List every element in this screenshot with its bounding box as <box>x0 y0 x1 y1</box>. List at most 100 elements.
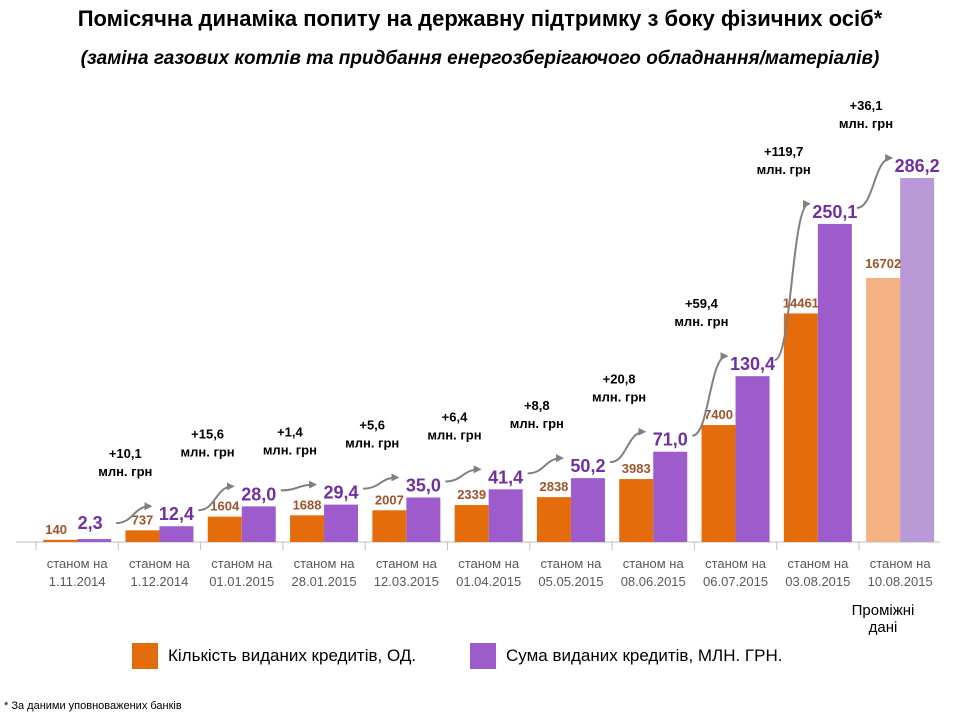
count-bar <box>125 530 160 542</box>
count-bar <box>701 425 736 542</box>
increment-label: млн. грн <box>839 116 893 131</box>
sum-bar <box>488 489 523 542</box>
count-data-label: 16702 <box>865 256 901 271</box>
sum-data-label: 130,4 <box>730 354 775 374</box>
increment-arrow <box>527 454 564 475</box>
increment-arrow <box>609 427 647 464</box>
x-tick-label: станом на <box>294 556 356 571</box>
count-data-label: 2838 <box>539 479 568 494</box>
chart-title: Помісячна динаміка попиту на державну пі… <box>77 6 883 31</box>
sum-bar <box>159 526 194 542</box>
sum-bar <box>653 451 688 542</box>
sum-bar <box>406 497 441 542</box>
count-data-label: 737 <box>132 512 154 527</box>
sum-bar <box>817 223 852 543</box>
increment-arrow <box>856 154 894 209</box>
sum-data-label: 29,4 <box>324 483 359 503</box>
increment-label: +6,4 <box>442 409 468 424</box>
increment-arrow <box>691 352 729 437</box>
count-data-label: 3983 <box>622 461 651 476</box>
sum-data-label: 71,0 <box>653 430 688 450</box>
increment-label: +5,6 <box>359 417 385 432</box>
sum-data-label: 35,0 <box>406 475 441 495</box>
x-tick-label: станом на <box>705 556 767 571</box>
sum-bar <box>77 539 112 542</box>
sum-data-label: 12,4 <box>159 504 194 524</box>
increment-label: +59,4 <box>685 296 719 311</box>
count-bar <box>536 497 571 542</box>
x-tick-label: станом на <box>458 556 520 571</box>
x-tick-label: станом на <box>787 556 849 571</box>
count-data-label: 2339 <box>457 487 486 502</box>
legend-item-count: Кількість виданих кредитів, ОД. <box>132 643 416 669</box>
x-tick-label: 28.01.2015 <box>292 574 357 589</box>
x-tick-label: 1.11.2014 <box>49 574 106 589</box>
x-tick-label: станом на <box>540 556 602 571</box>
sum-bar <box>570 478 605 542</box>
increment-label: млн. грн <box>98 464 152 479</box>
legend-swatch-sum <box>470 643 496 669</box>
x-tick-label: 01.01.2015 <box>209 574 274 589</box>
count-data-label: 7400 <box>704 407 733 422</box>
sum-bar <box>324 504 359 542</box>
chart-subtitle: (заміна газових котлів та придбання енер… <box>80 48 880 69</box>
x-tick-label: 01.04.2015 <box>456 574 521 589</box>
sum-bar <box>900 178 935 542</box>
sum-bar <box>241 506 276 542</box>
x-tick-label: станом на <box>623 556 685 571</box>
increment-label: млн. грн <box>181 444 235 459</box>
sum-bar <box>735 376 770 542</box>
x-tick-label: 12.03.2015 <box>374 574 439 589</box>
footnote: * За даними уповноважених банків <box>4 700 182 712</box>
legend-swatch-count <box>132 643 158 669</box>
sum-data-label: 2,3 <box>78 513 103 533</box>
increment-label: млн. грн <box>263 443 317 458</box>
increment-label: +20,8 <box>603 372 636 387</box>
interim-data-note: Проміжні дані <box>851 602 915 636</box>
count-bar <box>866 278 901 542</box>
increment-arrow <box>363 473 400 490</box>
increment-label: млн. грн <box>510 416 564 431</box>
increment-label: +119,7 <box>764 144 803 159</box>
count-data-label: 1688 <box>293 497 322 512</box>
sum-data-label: 41,4 <box>488 467 523 487</box>
sum-data-label: 50,2 <box>570 456 605 476</box>
increment-arrow <box>280 480 318 492</box>
count-bar <box>290 515 325 542</box>
count-data-label: 2007 <box>375 492 404 507</box>
bar-chart: 140 2,3 станом на 1.11.2014 737 12,4 станом на… <box>16 98 940 589</box>
x-tick-label: 03.08.2015 <box>785 574 850 589</box>
increment-arrow <box>116 502 153 525</box>
sum-data-label: 250,1 <box>812 202 857 222</box>
increment-arrow <box>774 199 811 362</box>
increment-arrow <box>198 482 235 512</box>
increment-label: +36,1 <box>850 98 883 113</box>
increment-label: млн. грн <box>427 427 481 442</box>
count-data-label: 140 <box>45 522 67 537</box>
increment-label: +8,8 <box>524 398 550 413</box>
increment-label: млн. грн <box>345 435 399 450</box>
x-tick-label: станом на <box>376 556 438 571</box>
increment-label: млн. грн <box>674 314 728 329</box>
x-tick-label: станом на <box>47 556 109 571</box>
x-tick-label: 10.08.2015 <box>868 574 933 589</box>
count-bar <box>207 516 242 542</box>
sum-data-label: 28,0 <box>241 484 276 504</box>
legend-item-sum: Сума виданих кредитів, МЛН. ГРН. <box>470 643 782 669</box>
increment-label: +1,4 <box>277 425 303 440</box>
x-tick-label: 1.12.2014 <box>131 574 189 589</box>
increment-label: +10,1 <box>109 446 142 461</box>
x-tick-label: станом на <box>870 556 932 571</box>
legend-label-count: Кількість виданих кредитів, ОД. <box>168 646 417 665</box>
x-tick-label: станом на <box>129 556 191 571</box>
count-bar <box>619 479 654 542</box>
count-data-label: 1604 <box>210 499 240 514</box>
legend-label-sum: Сума виданих кредитів, МЛН. ГРН. <box>506 646 783 665</box>
count-bar <box>454 505 489 542</box>
count-bar <box>43 539 78 542</box>
increment-label: +15,6 <box>191 426 224 441</box>
increment-label: млн. грн <box>757 162 811 177</box>
count-bar <box>783 313 818 542</box>
count-data-label: 14461 <box>783 295 819 310</box>
x-tick-label: 08.06.2015 <box>621 574 686 589</box>
